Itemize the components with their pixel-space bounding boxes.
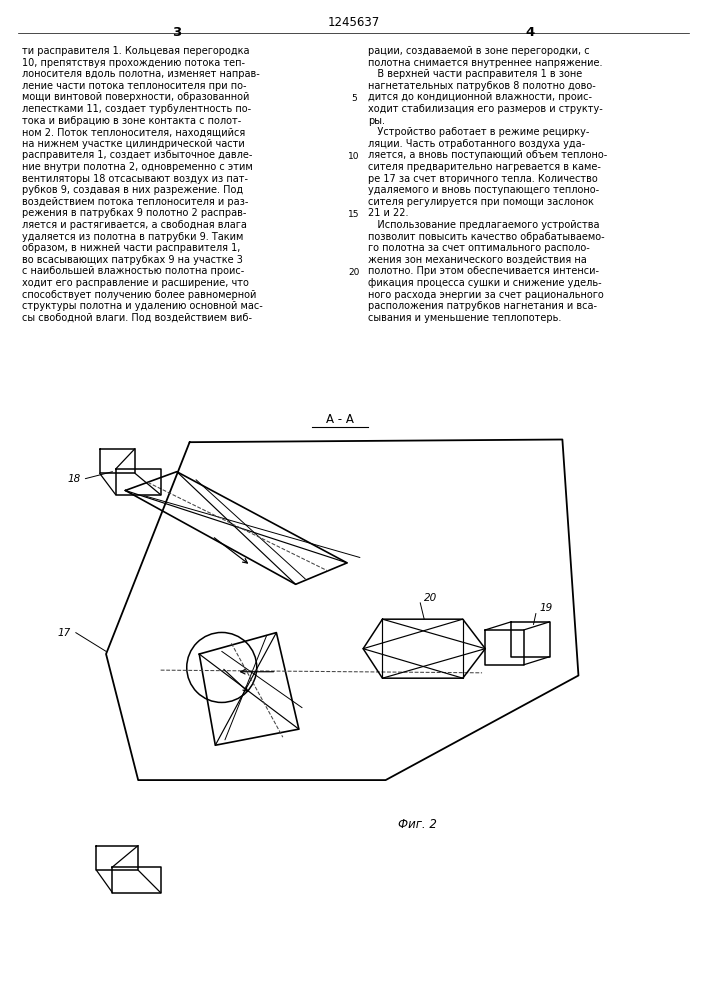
Text: позволит повысить качество обрабатываемо-: позволит повысить качество обрабатываемо… <box>368 232 604 242</box>
Text: мощи винтовой поверхности, образованной: мощи винтовой поверхности, образованной <box>22 92 250 102</box>
Text: сителя предварительно нагревается в каме-: сителя предварительно нагревается в каме… <box>368 162 601 172</box>
Text: удаляется из полотна в патрубки 9. Таким: удаляется из полотна в патрубки 9. Таким <box>22 232 243 242</box>
Text: воздействием потока теплоносителя и раз-: воздействием потока теплоносителя и раз- <box>22 197 248 207</box>
Text: нагнетательных патрубков 8 полотно дово-: нагнетательных патрубков 8 полотно дово- <box>368 81 596 91</box>
Text: вентиляторы 18 отсасывают воздух из пат-: вентиляторы 18 отсасывают воздух из пат- <box>22 174 248 184</box>
Text: жения зон механического воздействия на: жения зон механического воздействия на <box>368 255 587 265</box>
Text: рубков 9, создавая в них разрежение. Под: рубков 9, создавая в них разрежение. Под <box>22 185 243 195</box>
Text: 10, препятствуя прохождению потока теп-: 10, препятствуя прохождению потока теп- <box>22 58 245 68</box>
Text: ляется, а вновь поступающий объем теплоно-: ляется, а вновь поступающий объем теплон… <box>368 150 607 160</box>
Text: Фиг. 2: Фиг. 2 <box>399 818 438 831</box>
Text: режения в патрубках 9 полотно 2 расправ-: режения в патрубках 9 полотно 2 расправ- <box>22 208 246 218</box>
Text: ление части потока теплоносителя при по-: ление части потока теплоносителя при по- <box>22 81 247 91</box>
Text: сителя регулируется при помощи заслонок: сителя регулируется при помощи заслонок <box>368 197 594 207</box>
Text: ного расхода энергии за счет рационального: ного расхода энергии за счет рационально… <box>368 290 604 300</box>
Text: образом, в нижней части расправителя 1,: образом, в нижней части расправителя 1, <box>22 243 240 253</box>
Text: Устройство работает в режиме рецирку-: Устройство работает в режиме рецирку- <box>368 127 590 137</box>
Text: 20: 20 <box>349 268 360 277</box>
Text: 19: 19 <box>540 603 553 613</box>
Text: В верхней части расправителя 1 в зоне: В верхней части расправителя 1 в зоне <box>368 69 583 79</box>
Text: на нижнем участке цилиндрической части: на нижнем участке цилиндрической части <box>22 139 245 149</box>
Text: расположения патрубков нагнетания и вса-: расположения патрубков нагнетания и вса- <box>368 301 597 311</box>
Text: Использование предлагаемого устройства: Использование предлагаемого устройства <box>368 220 600 230</box>
Text: 15: 15 <box>349 210 360 219</box>
Text: 3: 3 <box>172 26 182 39</box>
Text: рации, создаваемой в зоне перегородки, с: рации, создаваемой в зоне перегородки, с <box>368 46 590 56</box>
Text: способствует получению более равномерной: способствует получению более равномерной <box>22 290 257 300</box>
Text: ры.: ры. <box>368 116 385 126</box>
Text: с наибольшей влажностью полотна проис-: с наибольшей влажностью полотна проис- <box>22 266 244 276</box>
Text: ном 2. Поток теплоносителя, находящийся: ном 2. Поток теплоносителя, находящийся <box>22 127 245 137</box>
Text: удаляемого и вновь поступающего теплоно-: удаляемого и вновь поступающего теплоно- <box>368 185 599 195</box>
Text: полотна снимается внутреннее напряжение.: полотна снимается внутреннее напряжение. <box>368 58 602 68</box>
Text: 10: 10 <box>349 152 360 161</box>
Text: 21 и 22.: 21 и 22. <box>368 208 409 218</box>
Text: фикация процесса сушки и снижение удель-: фикация процесса сушки и снижение удель- <box>368 278 602 288</box>
Text: ре 17 за счет вторичного тепла. Количество: ре 17 за счет вторичного тепла. Количест… <box>368 174 597 184</box>
Text: структуры полотна и удалению основной мас-: структуры полотна и удалению основной ма… <box>22 301 263 311</box>
Text: ходит стабилизация его размеров и структу-: ходит стабилизация его размеров и структ… <box>368 104 603 114</box>
Text: лепестками 11, создает турбулентность по-: лепестками 11, создает турбулентность по… <box>22 104 251 114</box>
Text: 4: 4 <box>525 26 535 39</box>
Text: ние внутри полотна 2, одновременно с этим: ние внутри полотна 2, одновременно с эти… <box>22 162 252 172</box>
Text: ходит его расправление и расширение, что: ходит его расправление и расширение, что <box>22 278 249 288</box>
Text: 20: 20 <box>424 593 438 603</box>
Text: 1245637: 1245637 <box>327 16 380 29</box>
Text: ляется и растягивается, а свободная влага: ляется и растягивается, а свободная влаг… <box>22 220 247 230</box>
Text: 5: 5 <box>351 94 357 103</box>
Text: лоносителя вдоль полотна, изменяет направ-: лоносителя вдоль полотна, изменяет напра… <box>22 69 259 79</box>
Text: тока и вибрацию в зоне контакта с полот-: тока и вибрацию в зоне контакта с полот- <box>22 116 241 126</box>
Text: во всасывающих патрубках 9 на участке 3: во всасывающих патрубках 9 на участке 3 <box>22 255 243 265</box>
Text: ти расправителя 1. Кольцевая перегородка: ти расправителя 1. Кольцевая перегородка <box>22 46 250 56</box>
Text: 18: 18 <box>67 474 81 484</box>
Text: сы свободной влаги. Под воздействием виб-: сы свободной влаги. Под воздействием виб… <box>22 313 252 323</box>
Text: полотно. При этом обеспечивается интенси-: полотно. При этом обеспечивается интенси… <box>368 266 599 276</box>
Text: расправителя 1, создает избыточное давле-: расправителя 1, создает избыточное давле… <box>22 150 252 160</box>
Text: сывания и уменьшение теплопотерь.: сывания и уменьшение теплопотерь. <box>368 313 561 323</box>
Text: го полотна за счет оптимального располо-: го полотна за счет оптимального располо- <box>368 243 590 253</box>
Text: А - А: А - А <box>326 413 354 426</box>
Text: ляции. Часть отработанного воздуха уда-: ляции. Часть отработанного воздуха уда- <box>368 139 585 149</box>
Text: 17: 17 <box>57 628 71 638</box>
Text: дится до кондиционной влажности, проис-: дится до кондиционной влажности, проис- <box>368 92 592 102</box>
